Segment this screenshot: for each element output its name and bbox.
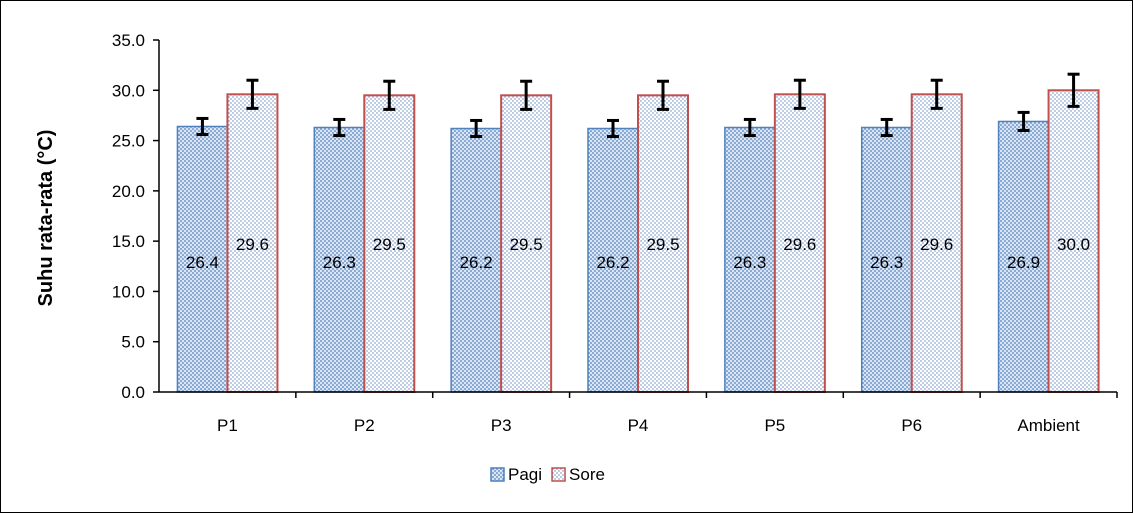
y-tick-label: 35.0 [112, 31, 145, 50]
error-bar [880, 117, 893, 138]
data-label-sore: 29.6 [236, 235, 269, 254]
y-tick-label: 25.0 [112, 132, 145, 151]
error-bar [607, 118, 619, 139]
bar-pagi [587, 127, 639, 393]
data-label-pagi: 26.3 [733, 253, 766, 272]
y-tick-label: 30.0 [112, 81, 145, 100]
y-tick-label: 0.0 [121, 383, 145, 402]
error-bar [333, 117, 346, 138]
y-axis-ticks: 0.0 5.0 10.0 15.0 20.0 25.0 30.0 35.0 [112, 31, 159, 402]
y-tick-label: 15.0 [112, 232, 145, 251]
data-label-pagi: 26.2 [596, 253, 629, 272]
bar-sore [363, 94, 416, 393]
data-label-pagi: 26.2 [460, 253, 493, 272]
legend-label-pagi: Pagi [508, 465, 542, 484]
y-tick-label: 20.0 [112, 182, 145, 201]
data-label-sore: 29.5 [373, 235, 406, 254]
bar-sore [773, 93, 826, 394]
legend-label-sore: Sore [569, 465, 605, 484]
y-axis-label: Suhu rata-rata (°C) [35, 130, 57, 307]
error-bar [196, 116, 209, 137]
data-label-sore: 29.5 [646, 235, 679, 254]
data-label-sore: 29.6 [920, 235, 953, 254]
error-bar [930, 78, 943, 110]
error-bar [1067, 72, 1080, 108]
data-labels: 26.4 29.6 26.3 29.5 26.2 29.5 26.2 29.5 26.3 29.6… [186, 235, 1090, 272]
error-bars [196, 72, 1080, 139]
error-bar [470, 118, 483, 139]
y-tick-label: 10.0 [112, 282, 145, 301]
error-bar [246, 78, 259, 110]
data-label-pagi: 26.4 [186, 253, 219, 272]
data-label-pagi: 26.3 [870, 253, 903, 272]
x-tick-label: Ambient [1017, 416, 1080, 435]
x-tick-label: P2 [354, 416, 375, 435]
bar-pagi [860, 126, 913, 393]
data-label-sore: 29.5 [510, 235, 543, 254]
error-bar [793, 78, 806, 110]
data-label-sore: 30.0 [1057, 235, 1090, 254]
x-axis-ticks: P1 P2 P3 P4 P5 P6 Ambient [217, 392, 1118, 435]
error-bar [1017, 110, 1030, 133]
bars [176, 89, 1100, 394]
data-label-pagi: 26.9 [1007, 253, 1040, 272]
error-bar [743, 117, 756, 138]
legend: Pagi Sore [490, 465, 605, 484]
y-tick-label: 5.0 [121, 333, 145, 352]
data-label-sore: 29.6 [783, 235, 816, 254]
data-label-pagi: 26.3 [323, 253, 356, 272]
x-tick-label: P3 [491, 416, 512, 435]
x-tick-label: P4 [628, 416, 649, 435]
x-tick-label: P5 [764, 416, 785, 435]
legend-swatch-sore [551, 467, 566, 482]
error-bar [657, 79, 669, 111]
x-tick-label: P6 [901, 416, 922, 435]
legend-swatch-pagi [490, 467, 505, 482]
error-bar [383, 79, 396, 111]
error-bar [520, 79, 533, 111]
bar-sore [226, 93, 279, 394]
x-tick-label: P1 [217, 416, 238, 435]
